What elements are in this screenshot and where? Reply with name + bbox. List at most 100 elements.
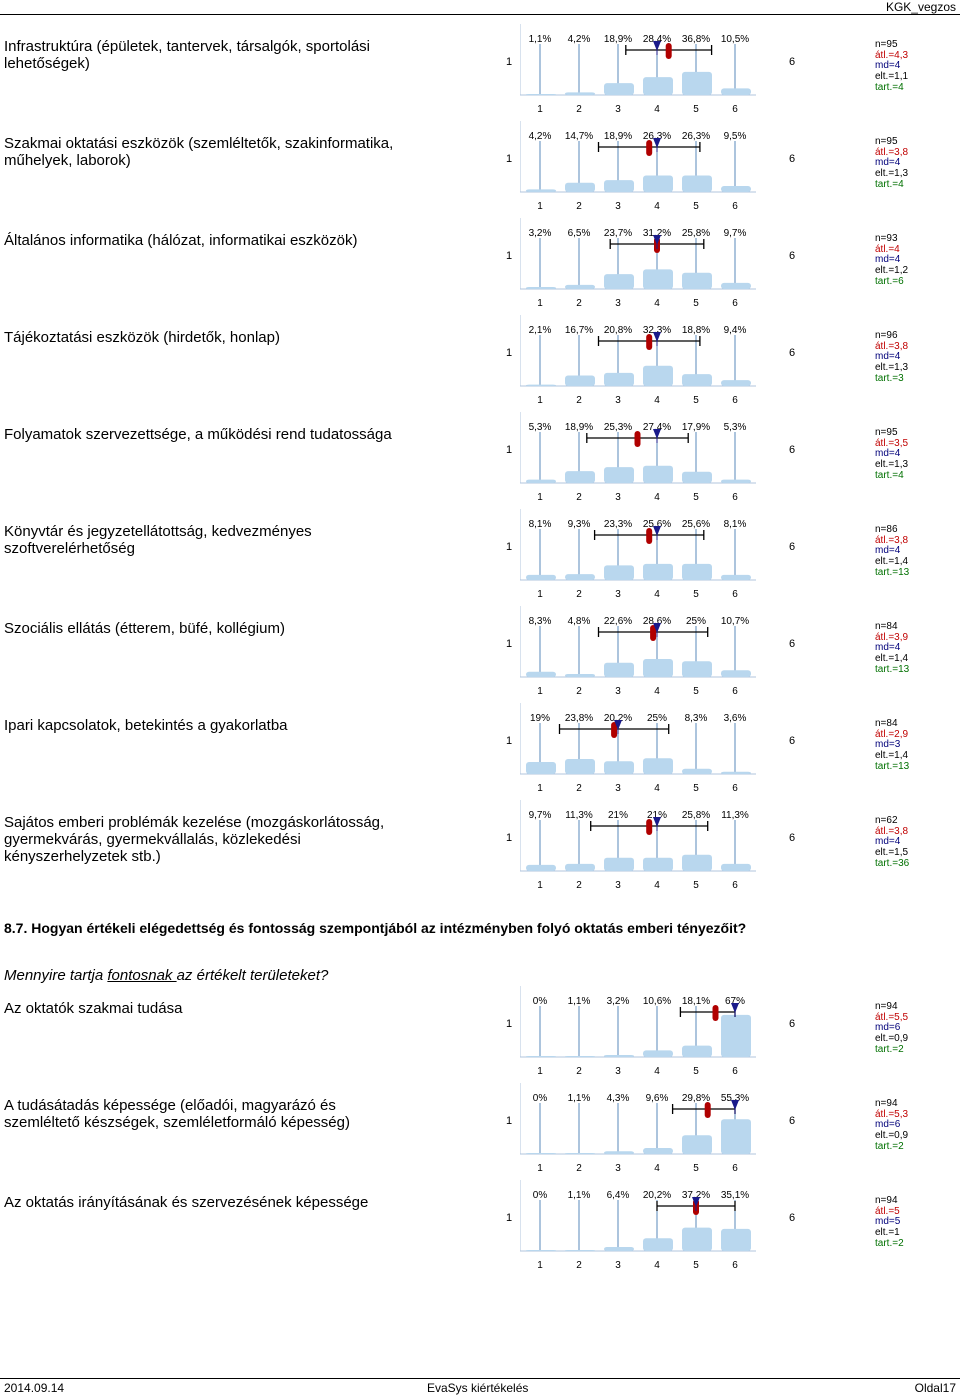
percent-label: 2,1% xyxy=(528,325,552,336)
mean-marker xyxy=(646,528,653,544)
percent-label: 26,3% xyxy=(681,131,711,142)
scale-max-label: 6 xyxy=(789,56,796,68)
chart-canvas xyxy=(520,1083,756,1155)
scale-tick-label: 3 xyxy=(615,395,621,406)
distribution-chart: 4,2% 14,7% 18,9% 26,3% 26,3% 9,5% 1 2 3 4 5 6 xyxy=(520,119,764,215)
stat-mean: átl.=2,9 xyxy=(875,728,909,740)
percent-label: 29,8% xyxy=(681,1093,711,1104)
stat-sd: elt.=1,3 xyxy=(875,362,909,374)
distribution-bar xyxy=(721,380,751,386)
distribution-bar xyxy=(565,92,595,95)
scale-max-label: 6 xyxy=(789,444,796,456)
footer-rule xyxy=(0,1378,960,1379)
scale-tick-label: 6 xyxy=(732,298,738,309)
stat-mean: átl.=5,5 xyxy=(875,1011,909,1023)
distribution-bar xyxy=(565,375,595,386)
question-text: Könyvtár és jegyzetellátottság, kedvezmé… xyxy=(4,523,312,557)
mean-marker xyxy=(646,140,653,156)
stat-n: n=94 xyxy=(875,1195,898,1206)
percent-label: 10,5% xyxy=(720,34,750,45)
percent-label: 1,1% xyxy=(567,996,591,1007)
percent-label: 0% xyxy=(532,996,548,1007)
percent-label: 23,8% xyxy=(564,713,594,724)
stat-median: md=5 xyxy=(875,1216,901,1228)
stat-median: md=4 xyxy=(875,545,901,557)
mean-marker xyxy=(611,722,618,738)
percent-label: 0% xyxy=(532,1093,548,1104)
stat-sd: elt.=1,4 xyxy=(875,653,909,665)
stat-sd: elt.=1,3 xyxy=(875,168,909,180)
scale-tick-label: 1 xyxy=(537,492,543,503)
scale-tick-label: 1 xyxy=(537,686,543,697)
distribution-bar xyxy=(526,671,556,677)
chart-canvas xyxy=(520,218,756,290)
stat-median: md=4 xyxy=(875,836,901,848)
percent-label: 31,2% xyxy=(642,228,672,239)
percent-label: 3,6% xyxy=(723,713,747,724)
scale-tick-label: 5 xyxy=(693,880,699,891)
scale-tick-label: 3 xyxy=(615,1260,621,1271)
distribution-bar xyxy=(526,384,556,386)
percent-label: 9,5% xyxy=(723,131,747,142)
scale-tick-label: 5 xyxy=(693,686,699,697)
distribution-bar xyxy=(721,863,751,871)
scale-tick-label: 2 xyxy=(576,104,582,115)
scale-tick-label: 4 xyxy=(654,201,660,212)
percent-label: 21% xyxy=(646,810,667,821)
stats-box: n=84 átl.=3,9 md=4 elt.=1,4 tart.=13 xyxy=(875,621,909,676)
scale-tick-label: 4 xyxy=(654,1163,660,1174)
scale-tick-label: 4 xyxy=(654,880,660,891)
stat-n: n=93 xyxy=(875,233,898,244)
percent-label: 10,6% xyxy=(642,996,672,1007)
question-text: Folyamatok szervezettsége, a működési re… xyxy=(4,426,392,443)
stat-mean: átl.=5,3 xyxy=(875,1108,909,1120)
scale-tick-label: 4 xyxy=(654,686,660,697)
scale-tick-label: 1 xyxy=(537,1260,543,1271)
distribution-bar xyxy=(721,574,751,580)
stats-box: n=86 átl.=3,8 md=4 elt.=1,4 tart.=13 xyxy=(875,524,909,579)
percent-label: 10,7% xyxy=(720,616,750,627)
section-title: 8.7. Hogyan értékeli elégedettség és fon… xyxy=(4,920,747,936)
distribution-bar xyxy=(604,467,634,483)
scale-tick-label: 5 xyxy=(693,201,699,212)
percent-label: 35,1% xyxy=(720,1190,750,1201)
question-block: Szociális ellátás (étterem, büfé, kollég… xyxy=(0,604,960,700)
percent-label: 18,9% xyxy=(564,422,594,433)
scale-tick-label: 6 xyxy=(732,492,738,503)
percent-label: 6,5% xyxy=(567,228,591,239)
stat-abstain: tart.=36 xyxy=(875,857,910,869)
percent-label: 25,8% xyxy=(681,228,711,239)
scale-tick-label: 6 xyxy=(732,1163,738,1174)
percent-label: 9,6% xyxy=(645,1093,669,1104)
scale-tick-label: 1 xyxy=(537,880,543,891)
scale-tick-label: 2 xyxy=(576,1066,582,1077)
distribution-bar xyxy=(565,863,595,871)
scale-tick-label: 2 xyxy=(576,880,582,891)
scale-min-label: 1 xyxy=(506,541,513,553)
percent-label: 25% xyxy=(646,713,667,724)
scale-tick-label: 2 xyxy=(576,686,582,697)
mean-marker xyxy=(646,334,653,350)
chart-canvas xyxy=(520,121,756,193)
stats-box: n=96 átl.=3,8 md=4 elt.=1,3 tart.=3 xyxy=(875,330,909,385)
scale-tick-label: 6 xyxy=(732,880,738,891)
question-block: Ipari kapcsolatok, betekintés a gyakorla… xyxy=(0,701,960,797)
scale-tick-label: 1 xyxy=(537,395,543,406)
stat-abstain: tart.=6 xyxy=(875,275,904,287)
scale-tick-label: 4 xyxy=(654,783,660,794)
question-block: Tájékoztatási eszközök (hirdetők, honlap… xyxy=(0,313,960,409)
distribution-bar xyxy=(721,1119,751,1154)
stat-n: n=95 xyxy=(875,136,898,147)
scale-tick-label: 1 xyxy=(537,298,543,309)
distribution-bar xyxy=(643,175,673,192)
percent-label: 26,3% xyxy=(642,131,672,142)
percent-label: 28,6% xyxy=(642,616,672,627)
chart-canvas xyxy=(520,412,756,484)
distribution-bar xyxy=(526,762,556,774)
percent-label: 18,9% xyxy=(603,34,633,45)
question-block: Az oktatás irányításának és szervezéséne… xyxy=(0,1178,960,1274)
question-text: Sajátos emberi problémák kezelése (mozgá… xyxy=(4,814,385,865)
distribution-bar xyxy=(682,768,712,774)
stat-sd: elt.=1,3 xyxy=(875,459,909,471)
scale-tick-label: 3 xyxy=(615,1066,621,1077)
